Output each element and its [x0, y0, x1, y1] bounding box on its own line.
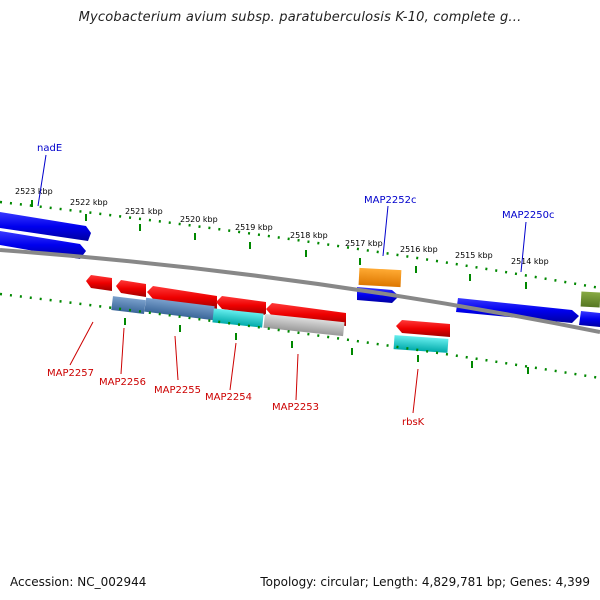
gene-label-nadE[interactable]: nadE: [37, 143, 62, 154]
lower-ruler-dots: [0, 292, 600, 380]
summary-text: Topology: circular; Length: 4,829,781 bp…: [260, 575, 590, 589]
leader-line: [229, 342, 237, 391]
gene-label-map2253[interactable]: MAP2253: [272, 402, 319, 413]
gene-label-rbsK[interactable]: rbsK: [402, 417, 425, 428]
feature-block[interactable]: [212, 308, 264, 328]
leader-line: [520, 221, 527, 273]
gene-arrow-reverse[interactable]: [147, 286, 217, 309]
map-title: Mycobacterium avium subsp. paratuberculo…: [78, 10, 522, 25]
genome-backbone: [0, 248, 600, 334]
kbp-label: 2515 kbp: [455, 251, 493, 260]
leader-line: [174, 335, 179, 381]
accession-text: Accession: NC_002944: [10, 575, 147, 589]
gene-label-map2257[interactable]: MAP2257: [47, 368, 94, 379]
kbp-label: 2523 kbp: [15, 187, 53, 196]
gene-arrow-reverse[interactable]: [116, 280, 146, 297]
gene-block-other[interactable]: [580, 291, 600, 308]
kbp-label: 2518 kbp: [290, 231, 328, 240]
leader-line: [412, 368, 419, 414]
kbp-label: 2521 kbp: [125, 207, 163, 216]
upper-ruler-dots: [0, 200, 600, 290]
gene-arrow-forward[interactable]: [456, 298, 579, 323]
kbp-label: 2517 kbp: [345, 239, 383, 248]
kbp-label: 2519 kbp: [235, 223, 273, 232]
upper-ruler-ticks: [31, 200, 527, 289]
leader-line: [69, 321, 94, 366]
feature-block[interactable]: [263, 313, 345, 337]
leader-line: [382, 205, 389, 257]
feature-block[interactable]: [393, 335, 449, 353]
gene-arrow-reverse[interactable]: [266, 303, 346, 326]
leader-line: [120, 327, 125, 375]
gene-arrow-forward[interactable]: [0, 231, 86, 259]
feature-block[interactable]: [144, 297, 215, 321]
gene-block-rna[interactable]: [358, 267, 402, 288]
gene-label-map2252c[interactable]: MAP2252c: [364, 195, 416, 206]
gene-arrow-forward[interactable]: [0, 212, 91, 241]
lower-ruler-ticks: [124, 318, 529, 374]
gene-arrow-reverse[interactable]: [396, 320, 450, 337]
leader-line: [37, 154, 47, 207]
gene-label-map2250c[interactable]: MAP2250c: [502, 210, 554, 221]
gene-arrow-reverse[interactable]: [86, 275, 112, 291]
kbp-label: 2516 kbp: [400, 245, 438, 254]
gene-label-map2256[interactable]: MAP2256: [99, 377, 146, 388]
gene-label-map2255[interactable]: MAP2255: [154, 385, 201, 396]
kbp-label: 2522 kbp: [70, 198, 108, 207]
kbp-label: 2514 kbp: [511, 257, 549, 266]
kbp-label: 2520 kbp: [180, 215, 218, 224]
gene-arrow-reverse[interactable]: [216, 296, 266, 315]
gene-label-map2254[interactable]: MAP2254: [205, 392, 252, 403]
gene-arrow-forward[interactable]: [579, 311, 600, 327]
leader-line: [295, 353, 299, 401]
